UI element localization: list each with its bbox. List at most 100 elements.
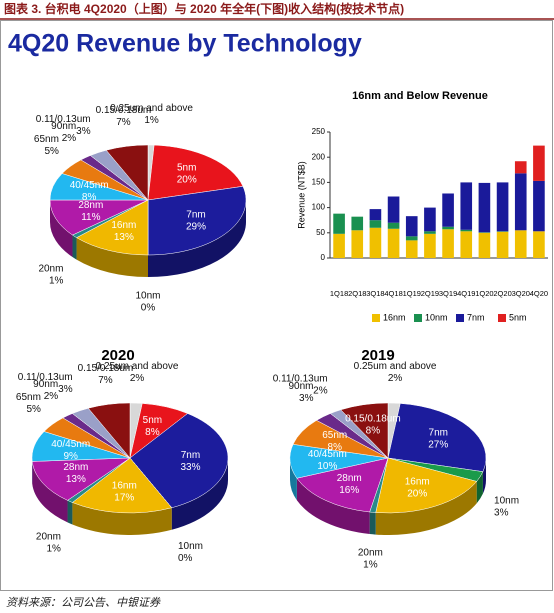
x-tick-label: 4Q18 xyxy=(384,289,402,298)
legend-swatch xyxy=(498,314,506,322)
bar-segment xyxy=(405,216,418,237)
x-tick-label: 2Q18 xyxy=(348,289,366,298)
legend-label: 16nm xyxy=(383,312,406,322)
pie-slice xyxy=(375,457,478,514)
bar-segment xyxy=(369,220,382,228)
slice-label: 16nm xyxy=(112,481,137,492)
slice-label: 10nm xyxy=(494,496,519,507)
slice-value: 2% xyxy=(44,391,59,402)
x-tick-label: 3Q20 xyxy=(512,289,530,298)
slice-side xyxy=(76,237,148,277)
slice-value: 3% xyxy=(76,126,91,137)
bar-segment xyxy=(496,182,509,232)
slice-value: 8% xyxy=(366,426,381,437)
slice-label: 90nm xyxy=(51,121,76,132)
slice-label: 10nm xyxy=(135,290,160,301)
pie-slice xyxy=(387,403,487,472)
pie-slice xyxy=(147,144,244,201)
slice-value: 13% xyxy=(66,474,86,485)
slice-label: 5nm xyxy=(177,162,196,173)
y-tick-label: 200 xyxy=(312,152,326,161)
slice-value: 27% xyxy=(428,439,448,450)
slice-value: 29% xyxy=(186,222,206,233)
slice-side xyxy=(148,200,246,277)
bar-segment xyxy=(514,230,527,258)
slice-value: 20% xyxy=(407,489,427,500)
slice-label: 40/45nm xyxy=(308,449,347,460)
x-tick-label: 1Q18 xyxy=(330,289,348,298)
slice-label: 65nm xyxy=(322,430,347,441)
bar-segment xyxy=(478,232,491,258)
bar-segment xyxy=(333,233,345,258)
bar-segment xyxy=(405,240,418,258)
slice-value: 17% xyxy=(114,493,134,504)
bar-title: 16nm and Below Revenue xyxy=(352,90,488,102)
slice-side xyxy=(67,500,73,525)
y-tick-label: 150 xyxy=(312,178,326,187)
slice-value: 11% xyxy=(81,212,100,223)
slice-label: 28nm xyxy=(78,200,103,211)
slice-value: 5% xyxy=(26,404,41,415)
bar-segment xyxy=(369,227,382,258)
slice-value: 3% xyxy=(58,384,73,395)
main-title: 4Q20 Revenue by Technology xyxy=(8,30,362,58)
slice-label: 7nm xyxy=(186,210,205,221)
pie-slice xyxy=(340,402,389,459)
bar-segment xyxy=(351,216,364,231)
pie-title: 2019 xyxy=(361,347,394,364)
pie-slice xyxy=(87,402,131,459)
bar-segment xyxy=(442,193,454,227)
bar-segment xyxy=(424,231,436,234)
slice-label: 0.11/0.13um xyxy=(18,372,73,383)
pie-slice xyxy=(129,413,229,509)
bar-segment xyxy=(424,233,436,258)
bar-segment xyxy=(533,231,545,258)
slice-label: 40/45nm xyxy=(70,180,109,191)
bar-segment xyxy=(478,182,491,233)
slice-side xyxy=(171,458,228,530)
slice-value: 3% xyxy=(299,393,314,404)
slice-label: 10nm xyxy=(178,541,203,552)
slice-value: 20% xyxy=(177,174,197,185)
bar-segment xyxy=(387,228,400,258)
bar-segment xyxy=(405,236,418,241)
bar-segment xyxy=(387,196,400,223)
pie-slice xyxy=(147,186,247,256)
x-tick-label: 3Q18 xyxy=(366,289,384,298)
slice-label: 0.25um and above xyxy=(354,361,437,372)
x-tick-label: 2Q19 xyxy=(421,289,439,298)
slice-label: 16nm xyxy=(111,220,136,231)
bar-segment xyxy=(478,232,491,233)
x-tick-label: 4Q20 xyxy=(530,289,548,298)
slice-side xyxy=(369,512,376,535)
pie-slice xyxy=(105,144,149,201)
y-tick-label: 0 xyxy=(321,253,326,262)
bar-segment xyxy=(442,229,454,258)
slice-side xyxy=(296,478,370,535)
slice-label: 0.25um and above xyxy=(110,103,193,114)
slice-label: 0.25um and above xyxy=(96,361,179,372)
legend-label: 10nm xyxy=(425,312,448,322)
bar-segment xyxy=(333,213,345,234)
x-tick-label: 1Q20 xyxy=(475,289,493,298)
bar-segment xyxy=(460,229,473,232)
bar-segment xyxy=(424,207,436,232)
slice-value: 13% xyxy=(114,232,134,243)
slice-label: 90nm xyxy=(33,379,58,390)
slice-label: 0.15/0.18um xyxy=(78,363,134,374)
y-tick-label: 250 xyxy=(312,127,326,136)
header-title: 图表 3. 台积电 4Q2020（上图）与 2020 年全年(下图)收入结构(按… xyxy=(4,1,404,16)
slice-label: 28nm xyxy=(337,473,362,484)
slice-side xyxy=(375,481,477,535)
slice-label: 20nm xyxy=(38,263,63,274)
slice-label: 0.11/0.13um xyxy=(273,373,328,384)
slice-value: 33% xyxy=(180,462,200,473)
slice-value: 10% xyxy=(317,461,337,472)
slice-label: 40/45nm xyxy=(51,439,90,450)
bar-segment xyxy=(496,231,509,232)
legend-swatch xyxy=(456,314,464,322)
slice-label: 0.15/0.18um xyxy=(96,105,152,116)
slice-side xyxy=(32,461,68,523)
